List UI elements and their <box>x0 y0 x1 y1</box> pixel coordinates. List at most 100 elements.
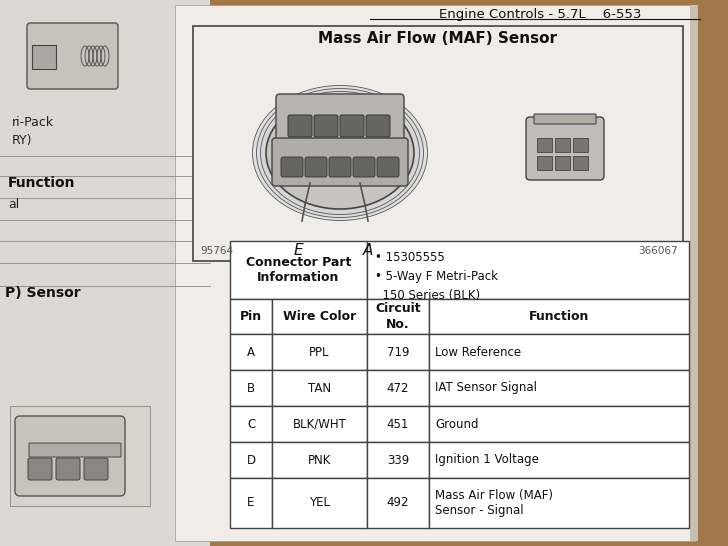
FancyBboxPatch shape <box>28 458 52 480</box>
FancyBboxPatch shape <box>367 406 429 442</box>
FancyBboxPatch shape <box>314 115 338 137</box>
FancyBboxPatch shape <box>534 114 596 124</box>
FancyBboxPatch shape <box>329 157 351 177</box>
FancyBboxPatch shape <box>29 443 121 457</box>
FancyBboxPatch shape <box>272 138 408 186</box>
FancyBboxPatch shape <box>230 241 367 299</box>
FancyBboxPatch shape <box>377 157 399 177</box>
FancyBboxPatch shape <box>84 458 108 480</box>
Text: Wire Color: Wire Color <box>283 310 356 323</box>
FancyBboxPatch shape <box>366 115 390 137</box>
FancyBboxPatch shape <box>690 5 698 541</box>
FancyBboxPatch shape <box>272 406 367 442</box>
FancyBboxPatch shape <box>276 94 404 147</box>
FancyBboxPatch shape <box>367 334 429 370</box>
Ellipse shape <box>253 86 427 221</box>
Text: Circuit
No.: Circuit No. <box>375 302 421 330</box>
Text: ri-Pack: ri-Pack <box>12 116 54 129</box>
FancyBboxPatch shape <box>429 478 689 528</box>
Text: B: B <box>247 382 255 395</box>
FancyBboxPatch shape <box>15 416 125 496</box>
Text: Mass Air Flow (MAF) Sensor: Mass Air Flow (MAF) Sensor <box>319 31 558 46</box>
Text: al: al <box>8 198 19 211</box>
Text: P) Sensor: P) Sensor <box>5 286 81 300</box>
FancyBboxPatch shape <box>537 138 552 152</box>
Text: IAT Sensor Signal: IAT Sensor Signal <box>435 382 537 395</box>
FancyBboxPatch shape <box>573 138 588 152</box>
Text: RY): RY) <box>12 134 33 147</box>
Text: Low Reference: Low Reference <box>435 346 521 359</box>
Text: 492: 492 <box>387 496 409 509</box>
Text: • 15305555
• 5-Way F Metri-Pack
  150 Series (BLK): • 15305555 • 5-Way F Metri-Pack 150 Seri… <box>375 251 498 302</box>
Text: A: A <box>363 243 373 258</box>
FancyBboxPatch shape <box>429 334 689 370</box>
Text: 95764: 95764 <box>200 246 233 256</box>
Text: PNK: PNK <box>308 454 331 466</box>
FancyBboxPatch shape <box>272 370 367 406</box>
Text: 451: 451 <box>387 418 409 430</box>
Ellipse shape <box>269 98 411 209</box>
Text: Ground: Ground <box>435 418 478 430</box>
Ellipse shape <box>261 92 419 215</box>
Text: TAN: TAN <box>308 382 331 395</box>
FancyBboxPatch shape <box>367 299 429 334</box>
FancyBboxPatch shape <box>230 478 272 528</box>
FancyBboxPatch shape <box>272 478 367 528</box>
Text: A: A <box>247 346 255 359</box>
Text: 339: 339 <box>387 454 409 466</box>
FancyBboxPatch shape <box>272 442 367 478</box>
Text: 472: 472 <box>387 382 409 395</box>
FancyBboxPatch shape <box>56 458 80 480</box>
FancyBboxPatch shape <box>193 26 683 261</box>
FancyBboxPatch shape <box>175 5 695 541</box>
FancyBboxPatch shape <box>230 442 272 478</box>
Text: Pin: Pin <box>240 310 262 323</box>
FancyBboxPatch shape <box>353 157 375 177</box>
FancyBboxPatch shape <box>367 442 429 478</box>
Text: BLK/WHT: BLK/WHT <box>293 418 347 430</box>
FancyBboxPatch shape <box>555 156 570 170</box>
Text: D: D <box>247 454 256 466</box>
FancyBboxPatch shape <box>272 299 367 334</box>
FancyBboxPatch shape <box>429 370 689 406</box>
FancyBboxPatch shape <box>429 442 689 478</box>
FancyBboxPatch shape <box>288 115 312 137</box>
FancyBboxPatch shape <box>429 406 689 442</box>
Text: Connector Part
Information: Connector Part Information <box>246 256 351 284</box>
Text: Function: Function <box>529 310 589 323</box>
Text: Engine Controls - 5.7L    6-553: Engine Controls - 5.7L 6-553 <box>439 8 641 21</box>
FancyBboxPatch shape <box>0 0 210 546</box>
Ellipse shape <box>256 88 424 217</box>
FancyBboxPatch shape <box>230 334 272 370</box>
Ellipse shape <box>264 94 416 211</box>
Text: 366067: 366067 <box>638 246 678 256</box>
Text: Function: Function <box>8 176 76 190</box>
FancyBboxPatch shape <box>526 117 604 180</box>
Text: YEL: YEL <box>309 496 330 509</box>
FancyBboxPatch shape <box>537 156 552 170</box>
FancyBboxPatch shape <box>32 45 56 69</box>
Text: Mass Air Flow (MAF)
Sensor - Signal: Mass Air Flow (MAF) Sensor - Signal <box>435 489 553 517</box>
FancyBboxPatch shape <box>27 23 118 89</box>
FancyBboxPatch shape <box>340 115 364 137</box>
FancyBboxPatch shape <box>429 299 689 334</box>
Text: Ignition 1 Voltage: Ignition 1 Voltage <box>435 454 539 466</box>
FancyBboxPatch shape <box>230 406 272 442</box>
FancyBboxPatch shape <box>230 370 272 406</box>
Text: C: C <box>247 418 255 430</box>
FancyBboxPatch shape <box>555 138 570 152</box>
FancyBboxPatch shape <box>10 406 150 506</box>
FancyBboxPatch shape <box>281 157 303 177</box>
FancyBboxPatch shape <box>272 334 367 370</box>
FancyBboxPatch shape <box>305 157 327 177</box>
FancyBboxPatch shape <box>367 370 429 406</box>
Text: PPL: PPL <box>309 346 330 359</box>
Ellipse shape <box>266 97 414 209</box>
FancyBboxPatch shape <box>573 156 588 170</box>
FancyBboxPatch shape <box>367 478 429 528</box>
Text: 719: 719 <box>387 346 409 359</box>
FancyBboxPatch shape <box>230 299 272 334</box>
FancyBboxPatch shape <box>367 241 689 299</box>
Text: E: E <box>248 496 255 509</box>
Text: E: E <box>293 243 303 258</box>
